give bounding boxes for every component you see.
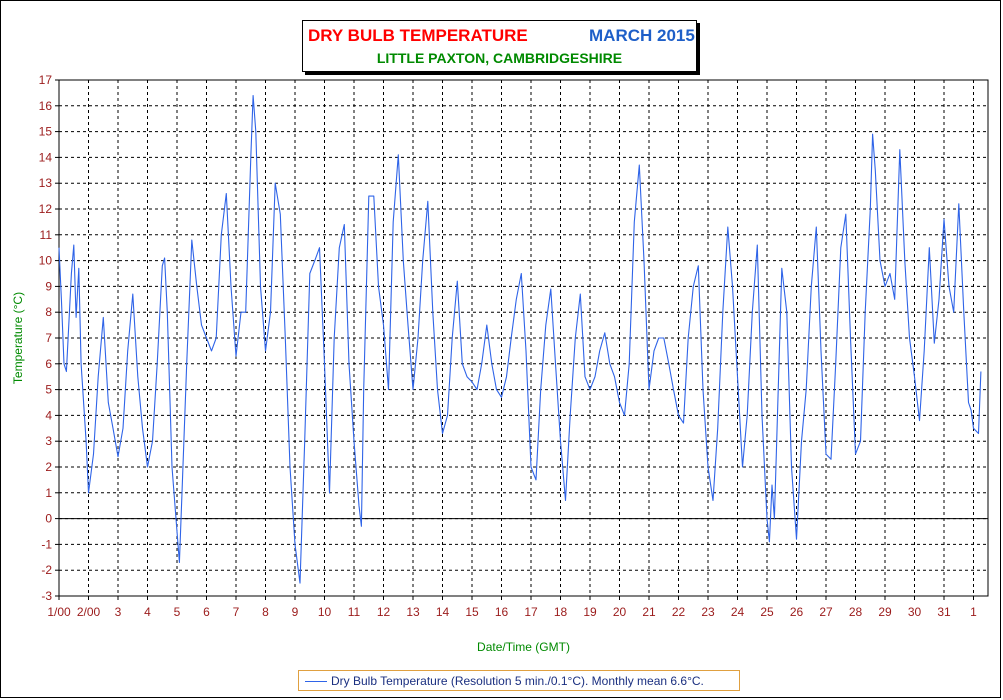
x-tick-label: 21: [642, 605, 656, 619]
x-tick-label: 8: [262, 605, 269, 619]
legend-swatch: [305, 681, 327, 682]
x-tick-label: 10: [318, 605, 332, 619]
x-tick-label: 19: [583, 605, 597, 619]
x-tick-label: 3: [115, 605, 122, 619]
y-tick-label: 1: [45, 486, 52, 500]
y-tick-label: -1: [41, 537, 52, 551]
x-tick-label: 28: [849, 605, 863, 619]
x-tick-label: 11: [348, 605, 361, 619]
legend-label: Dry Bulb Temperature (Resolution 5 min./…: [331, 674, 704, 688]
y-tick-label: 4: [45, 408, 52, 422]
y-axis-label: Temperature (°C): [11, 292, 25, 384]
x-tick-label: 17: [524, 605, 538, 619]
y-tick-label: 12: [39, 202, 53, 216]
series-line-0: [58, 94, 982, 584]
x-tick-label: 4: [144, 605, 151, 619]
x-tick-label: 13: [406, 605, 420, 619]
x-axis-label: Date/Time (GMT): [477, 640, 570, 654]
y-tick-label: 0: [45, 512, 52, 526]
y-tick-label: 15: [39, 125, 53, 139]
legend: Dry Bulb Temperature (Resolution 5 min./…: [298, 670, 740, 691]
x-tick-label: 25: [760, 605, 774, 619]
chart-title: DRY BULB TEMPERATURE: [308, 26, 528, 45]
y-tick-label: 8: [45, 305, 52, 319]
y-tick-label: 11: [40, 228, 53, 242]
x-tick-label: 16: [495, 605, 509, 619]
y-tick-label: 9: [45, 279, 52, 293]
y-tick-label: 16: [39, 99, 53, 113]
chart-title-box: DRY BULB TEMPERATURE MARCH 2015 LITTLE P…: [302, 20, 697, 72]
y-tick-label: -3: [41, 589, 52, 603]
y-tick-label: 2: [45, 460, 52, 474]
x-tick-label: 12: [377, 605, 391, 619]
y-tick-label: 5: [45, 383, 52, 397]
x-tick-label: 7: [233, 605, 240, 619]
x-tick-label: 30: [908, 605, 922, 619]
x-tick-label: 1/00: [47, 605, 71, 619]
y-tick-label: 7: [45, 331, 52, 345]
x-tick-label: 15: [465, 605, 479, 619]
x-tick-label: 2/00: [77, 605, 101, 619]
y-tick-label: -2: [41, 563, 52, 577]
x-tick-label: 6: [203, 605, 210, 619]
y-tick-label: 3: [45, 434, 52, 448]
chart-title-month: MARCH 2015: [589, 26, 695, 45]
x-tick-label: 31: [937, 605, 951, 619]
x-tick-label: 22: [672, 605, 686, 619]
x-tick-label: 9: [292, 605, 299, 619]
x-tick-label: 20: [613, 605, 627, 619]
series-group: [58, 94, 982, 584]
x-tick-label: 1: [970, 605, 977, 619]
x-tick-label: 27: [819, 605, 833, 619]
y-tick-label: 17: [39, 73, 53, 87]
x-tick-label: 18: [554, 605, 568, 619]
y-tick-label: 13: [39, 176, 53, 190]
y-tick-label: 14: [39, 150, 53, 164]
y-tick-label: 10: [39, 254, 53, 268]
x-tick-label: 23: [701, 605, 715, 619]
x-tick-label: 14: [436, 605, 450, 619]
x-tick-label: 26: [790, 605, 804, 619]
y-tick-label: 6: [45, 357, 52, 371]
x-tick-labels: 1/00 2/00 3 4 5 6 7 8 9 10 11 12 13 14 15 16 17 18 19 20 21 2…: [47, 596, 977, 619]
x-tick-label: 24: [731, 605, 745, 619]
chart-subtitle-location: LITTLE PAXTON, CAMBRIDGESHIRE: [376, 50, 623, 66]
x-tick-label: 29: [878, 605, 892, 619]
x-tick-label: 5: [174, 605, 181, 619]
